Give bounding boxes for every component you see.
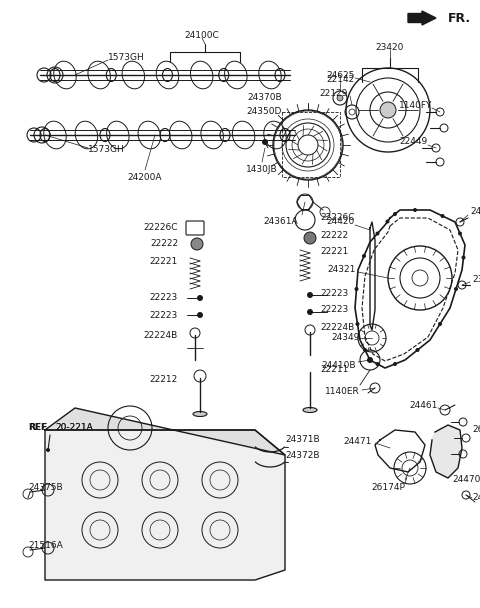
Text: 24349: 24349 — [332, 334, 360, 342]
Text: 22223: 22223 — [320, 289, 348, 297]
Text: 26174P: 26174P — [371, 483, 405, 492]
Circle shape — [413, 208, 417, 212]
Circle shape — [307, 309, 313, 315]
Circle shape — [197, 312, 203, 318]
FancyArrow shape — [408, 11, 436, 25]
Text: 20-221A: 20-221A — [55, 424, 93, 432]
Text: 22221: 22221 — [150, 258, 178, 266]
Circle shape — [363, 348, 367, 352]
Text: 24461: 24461 — [409, 401, 438, 410]
Text: 22222: 22222 — [150, 240, 178, 249]
Circle shape — [385, 219, 389, 224]
Text: 22223: 22223 — [150, 311, 178, 319]
Text: 24370B: 24370B — [247, 94, 282, 103]
Text: 20-221A: 20-221A — [55, 424, 93, 432]
Text: 24420: 24420 — [327, 218, 355, 227]
Circle shape — [441, 214, 444, 218]
Text: 1140FY: 1140FY — [398, 100, 432, 109]
FancyBboxPatch shape — [186, 221, 204, 235]
Circle shape — [367, 357, 373, 363]
Circle shape — [304, 232, 316, 244]
Circle shape — [438, 322, 442, 326]
Polygon shape — [45, 408, 285, 455]
Text: 22226C: 22226C — [144, 224, 178, 232]
Circle shape — [375, 362, 380, 366]
Text: 23367: 23367 — [472, 275, 480, 285]
Text: 22223: 22223 — [150, 294, 178, 303]
Text: 24371B: 24371B — [285, 435, 320, 444]
Text: 24470: 24470 — [452, 475, 480, 485]
Text: 22211: 22211 — [320, 365, 348, 375]
Text: 24350D: 24350D — [247, 108, 282, 117]
Circle shape — [362, 254, 366, 258]
Polygon shape — [430, 425, 462, 478]
Text: 22212: 22212 — [150, 376, 178, 384]
Circle shape — [337, 95, 343, 101]
Text: 24471: 24471 — [344, 438, 372, 446]
Text: 1573GH: 1573GH — [108, 54, 145, 63]
Ellipse shape — [193, 412, 207, 416]
Circle shape — [46, 448, 50, 452]
Text: FR.: FR. — [448, 12, 471, 24]
Circle shape — [197, 295, 203, 301]
Circle shape — [461, 255, 466, 260]
Text: 24372B: 24372B — [285, 452, 320, 460]
Circle shape — [393, 212, 397, 216]
Ellipse shape — [303, 407, 317, 412]
Text: 1430JB: 1430JB — [246, 165, 278, 174]
Text: 24375B: 24375B — [28, 483, 62, 492]
Circle shape — [416, 348, 420, 352]
Text: 22224B: 22224B — [320, 323, 354, 333]
Text: 24625: 24625 — [326, 71, 355, 80]
Text: REF.: REF. — [28, 424, 49, 432]
Text: 22142: 22142 — [326, 75, 354, 85]
Text: 22129: 22129 — [320, 89, 348, 97]
Text: 24100C: 24100C — [185, 32, 219, 41]
Text: 24348: 24348 — [472, 494, 480, 502]
Text: 22221: 22221 — [320, 247, 348, 257]
Text: 23420: 23420 — [376, 44, 404, 52]
Text: 21516A: 21516A — [28, 541, 63, 550]
Text: 24348: 24348 — [470, 207, 480, 216]
Text: 22449: 22449 — [400, 137, 428, 147]
Circle shape — [393, 362, 397, 366]
Text: 22224B: 22224B — [144, 331, 178, 339]
Text: 22223: 22223 — [320, 305, 348, 314]
Circle shape — [191, 238, 203, 250]
Text: 26160: 26160 — [472, 426, 480, 435]
Circle shape — [262, 139, 268, 145]
Text: 24321: 24321 — [328, 266, 356, 274]
Circle shape — [307, 292, 313, 298]
Text: 1140ER: 1140ER — [325, 387, 360, 396]
Text: 24361A: 24361A — [264, 218, 298, 227]
Circle shape — [355, 287, 359, 291]
Text: 22226C: 22226C — [320, 213, 355, 223]
Circle shape — [458, 232, 462, 235]
Circle shape — [454, 287, 458, 291]
Polygon shape — [45, 430, 285, 580]
Circle shape — [356, 322, 360, 326]
Circle shape — [375, 232, 380, 235]
Text: 22222: 22222 — [320, 232, 348, 241]
Text: 1573GH: 1573GH — [88, 145, 125, 154]
Text: REF.: REF. — [28, 424, 49, 432]
Text: 24410B: 24410B — [322, 361, 356, 370]
Text: 24200A: 24200A — [128, 173, 162, 182]
Circle shape — [380, 102, 396, 118]
Bar — [282, 112, 340, 177]
